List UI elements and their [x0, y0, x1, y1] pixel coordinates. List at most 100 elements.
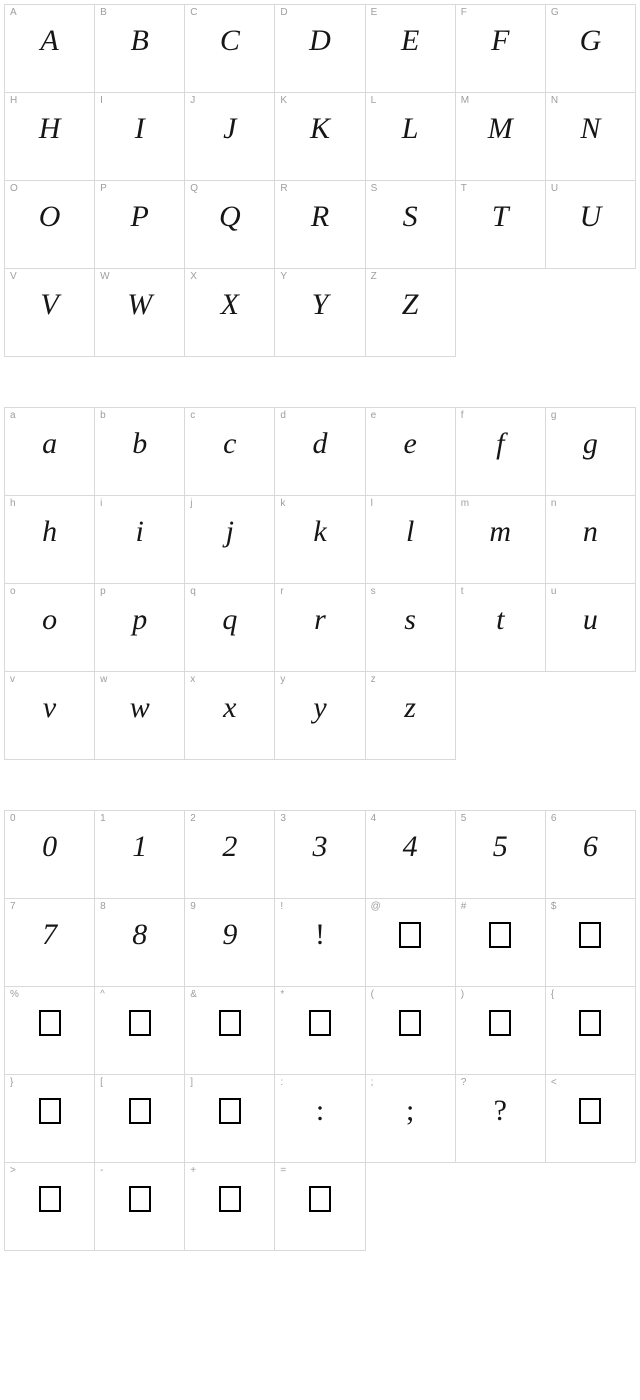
glyph-label: { — [551, 990, 554, 1000]
glyph-display — [129, 1098, 151, 1124]
glyph-display — [579, 1098, 601, 1124]
glyph-display — [399, 922, 421, 948]
glyph-display: z — [404, 693, 416, 723]
glyph-label: < — [551, 1078, 557, 1088]
glyph-display — [219, 1010, 241, 1036]
glyph-label: I — [100, 96, 103, 106]
glyph-cell: $ — [546, 899, 636, 987]
glyph-display — [579, 1010, 601, 1036]
glyph-cell: VV — [5, 269, 95, 357]
glyph-display: V — [40, 290, 58, 320]
glyph-cell: :: — [275, 1075, 365, 1163]
glyph-display: I — [135, 114, 145, 144]
glyph-display — [309, 1010, 331, 1036]
glyph-label: r — [280, 587, 283, 597]
glyph-label: - — [100, 1166, 103, 1176]
glyph-cell: oo — [5, 584, 95, 672]
glyph-label: K — [280, 96, 287, 106]
glyph-label: x — [190, 675, 195, 685]
glyph-cell: ;; — [366, 1075, 456, 1163]
glyph-cell: JJ — [185, 93, 275, 181]
glyph-display: Z — [402, 290, 419, 320]
glyph-display — [309, 1186, 331, 1212]
glyph-label: Y — [280, 272, 287, 282]
glyph-label: w — [100, 675, 107, 685]
glyph-cell: cc — [185, 408, 275, 496]
glyph-label: N — [551, 96, 558, 106]
glyph-display: 5 — [493, 832, 508, 862]
glyph-display: n — [583, 517, 598, 547]
glyph-cell: bb — [95, 408, 185, 496]
glyph-cell: 44 — [366, 811, 456, 899]
glyph-cell: EE — [366, 5, 456, 93]
glyph-label: ! — [280, 902, 283, 912]
glyph-display: 6 — [583, 832, 598, 862]
glyph-display: W — [127, 290, 152, 320]
glyph-label: 3 — [280, 814, 286, 824]
glyph-cell: RR — [275, 181, 365, 269]
glyph-label: ^ — [100, 990, 105, 1000]
glyph-label: A — [10, 8, 17, 18]
glyph-display: h — [42, 517, 57, 547]
glyph-display — [39, 1098, 61, 1124]
glyph-display: v — [43, 693, 56, 723]
glyph-cell: 77 — [5, 899, 95, 987]
glyph-display: a — [42, 429, 57, 459]
glyph-cell: yy — [275, 672, 365, 760]
glyph-display: B — [131, 26, 149, 56]
glyph-label: @ — [371, 902, 381, 912]
glyph-cell: = — [275, 1163, 365, 1251]
glyph-cell: } — [5, 1075, 95, 1163]
glyph-cell: ^ — [95, 987, 185, 1075]
glyph-cell: KK — [275, 93, 365, 181]
glyph-display: F — [491, 26, 509, 56]
glyph-label: F — [461, 8, 467, 18]
glyph-label: X — [190, 272, 197, 282]
glyph-label: s — [371, 587, 376, 597]
glyph-label: p — [100, 587, 106, 597]
glyph-display — [219, 1098, 241, 1124]
glyph-display: X — [221, 290, 239, 320]
glyph-display: U — [580, 202, 602, 232]
glyph-label: j — [190, 499, 192, 509]
glyph-label: V — [10, 272, 17, 282]
glyph-cell: 88 — [95, 899, 185, 987]
glyph-cell: 99 — [185, 899, 275, 987]
glyph-display: T — [492, 202, 509, 232]
glyph-label: S — [371, 184, 378, 194]
glyph-display: u — [583, 605, 598, 635]
glyph-label: % — [10, 990, 19, 1000]
glyph-display: 0 — [42, 832, 57, 862]
glyph-cell: [ — [95, 1075, 185, 1163]
glyph-display: N — [580, 114, 600, 144]
glyph-display: P — [131, 202, 149, 232]
glyph-label: e — [371, 411, 377, 421]
glyph-cell: 55 — [456, 811, 546, 899]
glyph-display: g — [583, 429, 598, 459]
glyph-display: S — [403, 202, 418, 232]
glyph-label: 5 — [461, 814, 467, 824]
empty-cell — [546, 1163, 636, 1251]
glyph-cell: ff — [456, 408, 546, 496]
glyph-label: d — [280, 411, 286, 421]
glyph-label: 4 — [371, 814, 377, 824]
glyph-label: 6 — [551, 814, 557, 824]
empty-cell — [546, 672, 636, 760]
glyph-label: # — [461, 902, 467, 912]
glyph-cell: PP — [95, 181, 185, 269]
glyph-display: q — [222, 605, 237, 635]
glyph-cell: ZZ — [366, 269, 456, 357]
glyph-label: } — [10, 1078, 13, 1088]
glyph-cell: ?? — [456, 1075, 546, 1163]
empty-cell — [456, 269, 546, 357]
glyph-cell: xx — [185, 672, 275, 760]
character-map: AABBCCDDEEFFGGHHIIJJKKLLMMNNOOPPQQRRSSTT… — [4, 4, 636, 1251]
glyph-label: Q — [190, 184, 198, 194]
glyph-cell: 66 — [546, 811, 636, 899]
glyph-display: i — [136, 517, 144, 547]
glyph-label: ? — [461, 1078, 467, 1088]
glyph-cell: WW — [95, 269, 185, 357]
glyph-display: D — [309, 26, 331, 56]
glyph-display — [489, 1010, 511, 1036]
glyph-cell: XX — [185, 269, 275, 357]
